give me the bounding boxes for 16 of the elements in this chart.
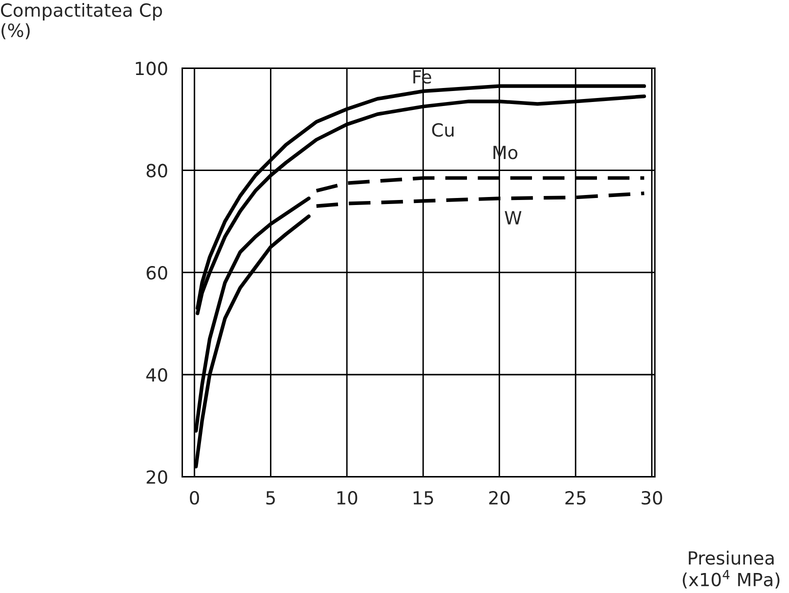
y-axis-title: Compactitatea Cp (%) — [1, 2, 162, 40]
y-tick-label: 80 — [146, 164, 168, 178]
y-tick-label: 100 — [136, 62, 168, 76]
x-tick-label: 30 — [642, 490, 662, 505]
y-tick-label: 40 — [146, 368, 168, 382]
annotation: W — [504, 211, 522, 224]
x-tick-label: 20 — [489, 490, 510, 505]
annotation: Cu — [432, 123, 454, 137]
x-tick-label: 0 — [190, 490, 199, 505]
x-axis-title: Presiunea (x10$^{4}$ MPa) — [682, 550, 780, 589]
y-tick-label: 20 — [146, 470, 168, 484]
y-tick-label: 60 — [146, 266, 168, 280]
x-tick-label: 25 — [565, 490, 586, 505]
x-tick-label: 10 — [337, 490, 358, 505]
x-tick-label: 5 — [266, 491, 275, 505]
x-tick-label: 15 — [414, 491, 434, 505]
